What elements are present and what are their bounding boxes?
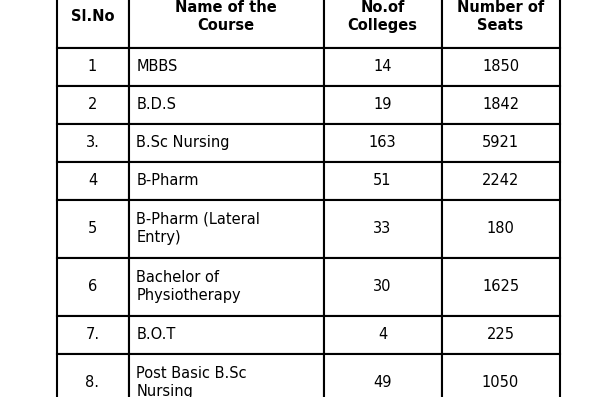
Bar	[323, 162, 442, 200]
Text: No.of
Colleges: No.of Colleges	[347, 0, 418, 33]
Bar	[323, 353, 442, 397]
Text: Name of the
Course: Name of the Course	[175, 0, 277, 33]
Bar	[57, 258, 129, 316]
Bar	[323, 316, 442, 353]
Text: Post Basic B.Sc
Nursing: Post Basic B.Sc Nursing	[137, 366, 247, 397]
Text: Number of
Seats: Number of Seats	[457, 0, 544, 33]
Text: 4: 4	[378, 327, 387, 342]
Text: 6: 6	[88, 279, 97, 294]
Text: Bachelor of
Physiotherapy: Bachelor of Physiotherapy	[137, 270, 241, 303]
Text: 5921: 5921	[482, 135, 519, 150]
Bar	[129, 123, 323, 162]
Bar	[442, 162, 559, 200]
Text: B.D.S: B.D.S	[137, 97, 177, 112]
Bar	[129, 162, 323, 200]
Text: 8.: 8.	[86, 375, 100, 390]
Bar	[442, 123, 559, 162]
Bar	[323, 123, 442, 162]
Bar	[129, 353, 323, 397]
Text: 30: 30	[373, 279, 392, 294]
Bar	[323, 258, 442, 316]
Text: B.O.T: B.O.T	[137, 327, 176, 342]
Bar	[442, 316, 559, 353]
Text: 2242: 2242	[482, 173, 519, 188]
Text: 1850: 1850	[482, 59, 519, 74]
Bar	[323, 48, 442, 85]
Bar	[323, 200, 442, 258]
Bar	[57, 0, 129, 48]
Text: 1: 1	[88, 59, 97, 74]
Bar	[57, 48, 129, 85]
Bar	[323, 85, 442, 123]
Text: B-Pharm (Lateral
Entry): B-Pharm (Lateral Entry)	[137, 212, 261, 245]
Bar	[442, 48, 559, 85]
Text: 180: 180	[487, 221, 514, 236]
Bar	[129, 258, 323, 316]
Bar	[57, 200, 129, 258]
Bar	[129, 0, 323, 48]
Bar	[57, 85, 129, 123]
Text: 19: 19	[373, 97, 392, 112]
Text: 3.: 3.	[86, 135, 99, 150]
Bar	[129, 48, 323, 85]
Text: 14: 14	[373, 59, 392, 74]
Bar	[129, 85, 323, 123]
Text: 163: 163	[369, 135, 396, 150]
Text: B-Pharm: B-Pharm	[137, 173, 199, 188]
Text: 51: 51	[373, 173, 392, 188]
Bar	[442, 200, 559, 258]
Bar	[129, 200, 323, 258]
Bar	[57, 316, 129, 353]
Text: 225: 225	[487, 327, 514, 342]
Text: 1842: 1842	[482, 97, 519, 112]
Text: Sl.No: Sl.No	[71, 9, 114, 24]
Text: 33: 33	[373, 221, 392, 236]
Bar	[57, 123, 129, 162]
Bar	[129, 316, 323, 353]
Text: 49: 49	[373, 375, 392, 390]
Text: MBBS: MBBS	[137, 59, 178, 74]
Text: 1625: 1625	[482, 279, 519, 294]
Text: 2: 2	[88, 97, 97, 112]
Bar	[442, 0, 559, 48]
Bar	[442, 85, 559, 123]
Bar	[442, 258, 559, 316]
Bar	[442, 353, 559, 397]
Text: 4: 4	[88, 173, 97, 188]
Text: B.Sc Nursing: B.Sc Nursing	[137, 135, 230, 150]
Text: 1050: 1050	[482, 375, 519, 390]
Bar	[57, 162, 129, 200]
Bar	[57, 353, 129, 397]
Bar	[323, 0, 442, 48]
Text: 5: 5	[88, 221, 97, 236]
Text: 7.: 7.	[86, 327, 100, 342]
